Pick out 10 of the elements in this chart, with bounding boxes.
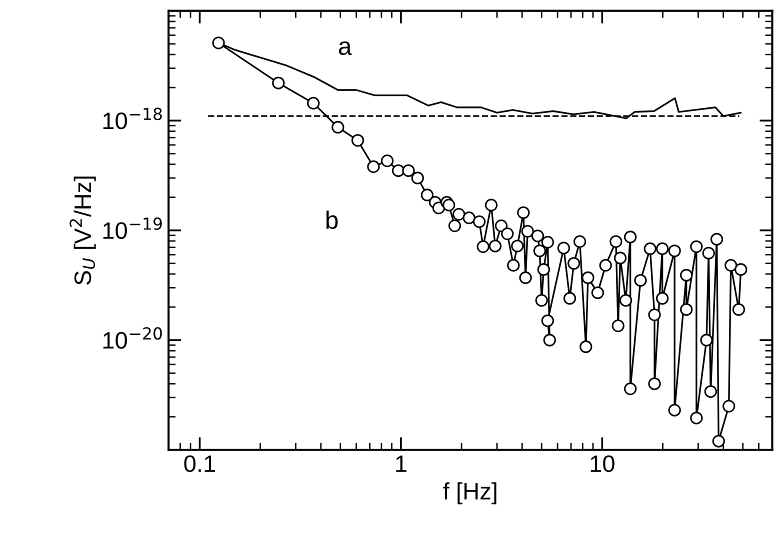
y-tick-label: 10$^{−20}$ <box>103 327 162 349</box>
y-axis-title: S$_{U}$ [V$^{2}$/Hz] <box>70 176 96 285</box>
y-tick-label: 10$^{−19}$ <box>103 217 162 239</box>
x-tick-label: 10 <box>590 455 614 472</box>
x-tick-label: 0.1 <box>184 455 215 472</box>
annotation: b <box>326 210 338 229</box>
annotation: a <box>338 41 352 56</box>
y-tick-label: 10$^{−18}$ <box>103 108 162 130</box>
x-axis-title: f [Hz] <box>443 482 496 504</box>
x-tick-label: 1 <box>396 456 406 472</box>
